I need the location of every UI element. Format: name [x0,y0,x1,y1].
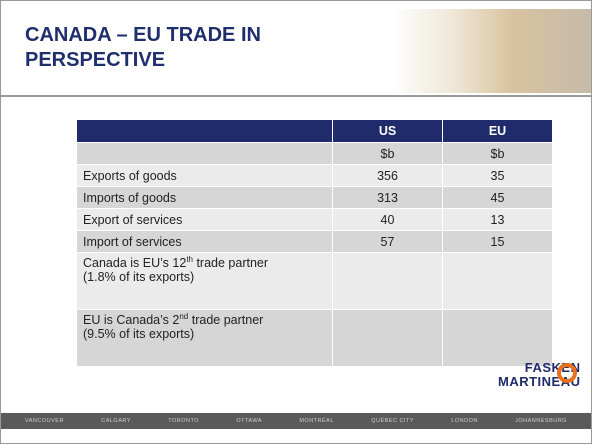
data-row: Imports of goods 313 45 [76,186,553,209]
cell: 13 [442,208,553,231]
note-row: EU is Canada’s 2nd trade partner (9.5% of… [76,309,553,367]
cell: $b [332,142,443,165]
data-row: Export of services 40 13 [76,208,553,231]
city: QUÉBEC CITY [371,418,414,424]
cell: 45 [442,186,553,209]
cell: 40 [332,208,443,231]
header-cell: EU [442,119,553,143]
header-rule [1,95,591,97]
city: OTTAWA [236,418,263,424]
cell: $b [442,142,553,165]
header-photo [391,9,591,93]
data-row: Exports of goods 356 35 [76,164,553,187]
note-sup: th [186,255,193,264]
city: CALGARY [101,418,131,424]
cell [442,252,553,310]
note-text: trade partner [192,256,269,271]
row-label: Import of services [76,230,333,253]
units-row: $b $b [76,142,553,165]
cell: 35 [442,164,553,187]
data-row: Import of services 57 15 [76,230,553,253]
header-row: US EU [76,119,553,143]
cell: 15 [442,230,553,253]
city: MONTRÉAL [299,418,334,424]
note-text: EU is Canada’s 2 [83,313,180,328]
note-sup: nd [179,312,189,321]
note-text: trade partner [188,313,264,328]
note-row: Canada is EU’s 12th trade partner (1.8% o… [76,252,553,310]
city: VANCOUVER [25,418,64,424]
logo-mark [557,363,577,383]
cell: 356 [332,164,443,187]
header-cell [76,119,333,143]
cell [332,309,443,367]
row-label: Exports of goods [76,164,333,187]
trade-table: US EU $b $b Exports of goods 356 35 Imports… [76,119,553,367]
cell: 313 [332,186,443,209]
city: TORONTO [168,418,200,424]
city: JOHANNESBURG [515,418,567,424]
cell [76,142,333,165]
cell [332,252,443,310]
city: LONDON [451,418,478,424]
row-label: Imports of goods [76,186,333,209]
note-detail: (1.8% of its exports) [83,270,195,285]
cell: 57 [332,230,443,253]
footer: VANCOUVER CALGARY TORONTO OTTAWA MONTRÉAL QUÉ… [1,413,591,429]
note-cell: Canada is EU’s 12th trade partner (1.8% o… [76,252,333,310]
header-cell: US [332,119,443,143]
note-cell: EU is Canada’s 2nd trade partner (9.5% of… [76,309,333,367]
row-label: Export of services [76,208,333,231]
note-detail: (9.5% of its exports) [83,327,195,342]
note-text: Canada is EU’s 12 [83,256,187,271]
cell [442,309,553,367]
slide-title: CANADA – EU TRADE IN PERSPECTIVE [25,24,261,71]
